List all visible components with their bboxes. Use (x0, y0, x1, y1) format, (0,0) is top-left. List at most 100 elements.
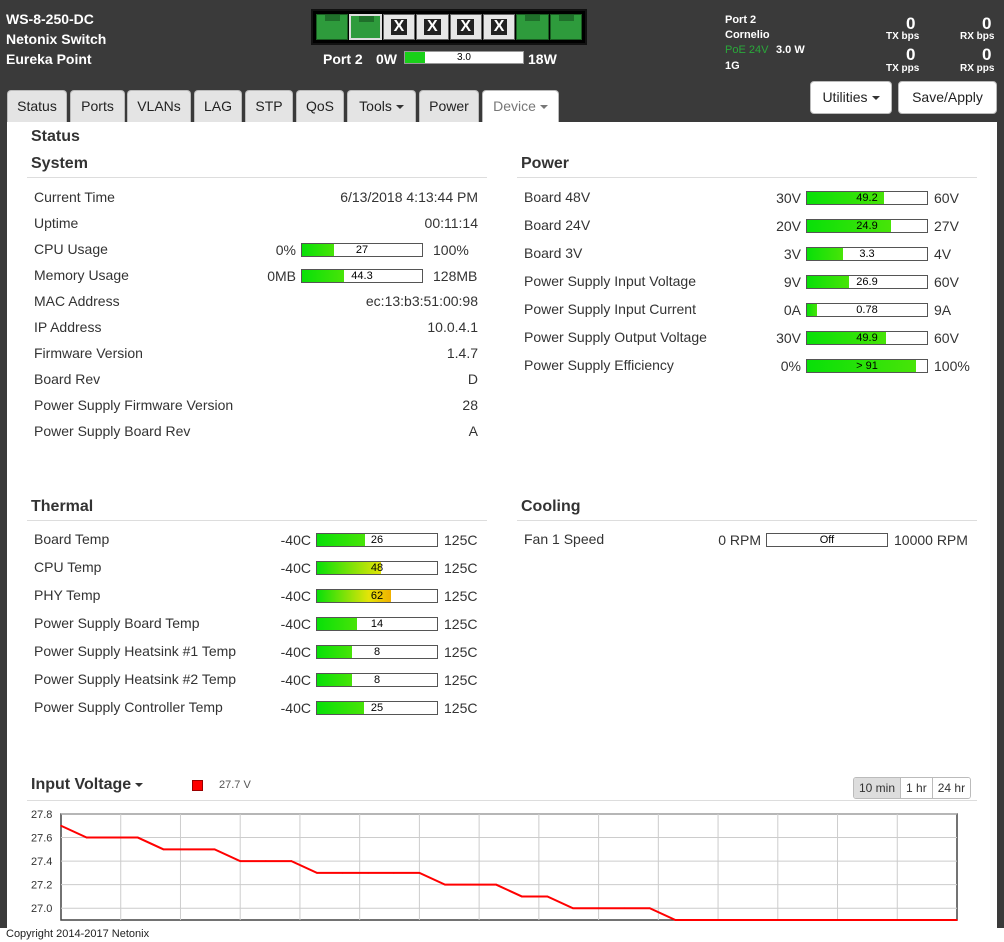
system-meter-fill (302, 244, 335, 256)
thermal-row-label: Board Temp (34, 531, 110, 547)
header: WS-8-250-DC Netonix Switch Eureka Point … (0, 0, 1004, 124)
system-row-value: 10.0.4.1 (427, 319, 478, 335)
graph-divider (27, 800, 977, 801)
chart-point (777, 919, 779, 921)
tab-tools[interactable]: Tools (347, 90, 416, 122)
port-2[interactable] (349, 14, 382, 40)
tab-lag[interactable]: LAG (194, 90, 242, 122)
tab-status[interactable]: Status (7, 90, 67, 122)
chart-point (444, 883, 446, 886)
thermal-row-min: -40C (280, 644, 311, 660)
tab-device[interactable]: Device (482, 90, 559, 124)
thermal-row-label: Power Supply Board Temp (34, 615, 200, 631)
chart-point (700, 919, 702, 921)
input-voltage-chart: 27.8 27.6 27.4 27.2 27.0 (31, 809, 958, 921)
power-meter: 3.3 (806, 247, 928, 261)
chart-point (469, 883, 472, 886)
device-location: Eureka Point (6, 51, 92, 67)
tab-tools-label: Tools (359, 98, 392, 114)
power-meter-fill (807, 192, 884, 204)
utilities-button-label: Utilities (822, 89, 868, 105)
thermal-row-max: 125C (444, 532, 478, 548)
system-row-label: Power Supply Board Rev (34, 423, 191, 439)
power-meter: 49.9 (806, 331, 928, 345)
power-row-label: Board 48V (524, 189, 591, 205)
tab-stp[interactable]: STP (245, 90, 293, 122)
poe-meter-fill (405, 52, 425, 63)
chart-point (879, 919, 881, 921)
port-5[interactable]: X (449, 14, 482, 40)
thermal-meter-value: 8 (373, 646, 381, 658)
info-port-name: Cornelio (725, 29, 770, 41)
thermal-meter-value: 14 (370, 618, 384, 630)
thermal-meter-fill (317, 646, 352, 658)
port-disabled-icon: X (490, 19, 508, 35)
power-meter-value: 49.9 (856, 332, 878, 344)
power-row-label: Power Supply Input Current (524, 301, 696, 317)
rx-bps-label: RX bps (960, 31, 995, 42)
thermal-meter-fill (317, 590, 392, 602)
system-title: System (31, 155, 88, 172)
power-meter: 0.78 (806, 303, 928, 317)
thermal-row-max: 125C (444, 644, 478, 660)
tab-qos[interactable]: QoS (296, 90, 344, 122)
system-row-label: Memory Usage (34, 267, 129, 283)
poe-min: 0W (376, 51, 397, 67)
range-10min[interactable]: 10 min (854, 778, 902, 798)
utilities-button[interactable]: Utilities (810, 81, 892, 114)
port-6[interactable]: X (482, 14, 516, 40)
thermal-row-label: Power Supply Heatsink #2 Temp (34, 671, 237, 687)
tab-power[interactable]: Power (419, 90, 479, 122)
info-port: Port 2 (725, 14, 757, 26)
main-panel: Status System Current Time 6/13/2018 4:13… (7, 122, 997, 942)
thermal-row-max: 125C (444, 560, 478, 576)
system-row-max: 100% (433, 242, 469, 258)
thermal-row-max: 125C (444, 700, 478, 716)
port-4[interactable]: X (416, 14, 449, 40)
chart-point (367, 872, 370, 874)
graph-title[interactable]: Input Voltage (31, 776, 144, 794)
chart-point (597, 907, 600, 910)
system-divider (27, 177, 487, 178)
thermal-row-label: Power Supply Controller Temp (34, 699, 223, 715)
port-7[interactable] (516, 14, 549, 40)
chart-point (85, 836, 88, 839)
range-24hr[interactable]: 24 hr (932, 778, 971, 798)
power-divider (517, 177, 977, 178)
range-1hr[interactable]: 1 hr (901, 778, 933, 798)
thermal-meter-value: 48 (370, 562, 384, 574)
port-3[interactable]: X (382, 14, 416, 40)
tab-vlans[interactable]: VLANs (127, 90, 191, 122)
tab-stp-label: STP (255, 98, 283, 114)
tab-ports[interactable]: Ports (70, 90, 125, 122)
chart-point (930, 919, 933, 921)
thermal-row-label: Power Supply Heatsink #1 Temp (34, 643, 237, 659)
system-row-value: D (467, 371, 478, 387)
chart-plot-area (60, 813, 958, 921)
rx-pps-value: 0 (982, 45, 992, 64)
port-disabled-icon: X (424, 19, 441, 35)
system-row-label: Current Time (34, 189, 115, 205)
power-row-min: 0% (780, 358, 801, 374)
save-apply-button[interactable]: Save/Apply (898, 81, 997, 114)
system-row-label: Power Supply Firmware Version (34, 397, 234, 413)
power-meter-fill (807, 248, 843, 260)
info-poe: PoE 24V (725, 44, 769, 56)
chart-y-tick: 27.8 (31, 809, 52, 821)
chart-y-tick: 27.2 (31, 880, 52, 892)
cooling-row-min: 0 RPM (718, 532, 761, 548)
power-meter-value: 0.78 (856, 304, 878, 316)
port-1[interactable] (316, 14, 349, 40)
thermal-row-max: 125C (444, 588, 478, 604)
power-row-label: Power Supply Output Voltage (524, 329, 707, 345)
power-row-min: 30V (776, 190, 801, 206)
tab-device-label: Device (493, 98, 536, 114)
cooling-row-label: Fan 1 Speed (524, 531, 605, 547)
thermal-meter-fill (317, 674, 352, 686)
system-row-label: Firmware Version (34, 345, 143, 361)
poe-meter-value: 3.0 (457, 52, 471, 63)
thermal-meter: 25 (316, 701, 438, 715)
port-8[interactable] (549, 14, 583, 40)
thermal-meter-value: 8 (373, 674, 381, 686)
thermal-meter-value: 25 (370, 702, 384, 714)
